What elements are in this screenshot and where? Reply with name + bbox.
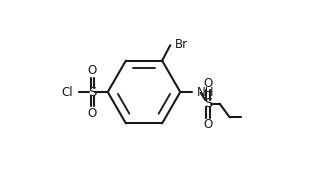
Text: NH: NH	[197, 86, 214, 98]
Text: O: O	[203, 77, 213, 90]
Text: Cl: Cl	[62, 86, 73, 98]
Text: O: O	[88, 107, 97, 120]
Text: Br: Br	[175, 38, 189, 51]
Text: S: S	[88, 86, 97, 98]
Text: S: S	[204, 97, 212, 110]
Text: O: O	[88, 64, 97, 77]
Text: O: O	[203, 118, 213, 131]
